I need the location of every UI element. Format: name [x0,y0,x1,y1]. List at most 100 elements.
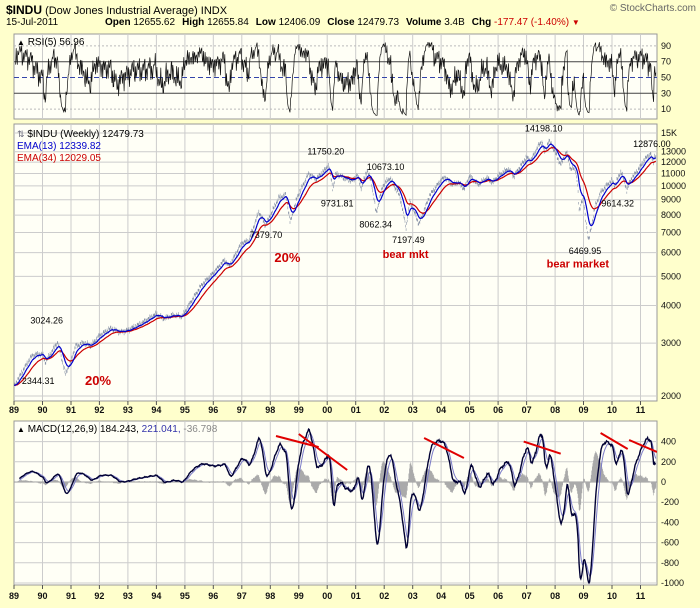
close-value: 12479.73 [357,17,400,28]
rsi-panel-label: ▲ RSI(5) 56.96 [17,37,84,48]
svg-text:94: 94 [151,405,161,415]
svg-text:90: 90 [37,591,47,601]
svg-text:400: 400 [661,437,676,447]
svg-text:02: 02 [379,405,389,415]
svg-text:99: 99 [294,591,304,601]
svg-text:7000: 7000 [661,227,681,237]
svg-text:92: 92 [94,591,104,601]
svg-text:07: 07 [522,591,532,601]
svg-text:02: 02 [379,591,389,601]
quote-line: 15-Jul-2011 Open 12655.62 High 12655.84 Low… [6,17,580,28]
macd-hist-value: -36.798 [183,424,218,435]
svg-text:10000: 10000 [661,181,686,191]
open-value: 12655.62 [133,17,176,28]
svg-text:10: 10 [607,405,617,415]
svg-text:10: 10 [661,104,671,114]
svg-text:9614.32: 9614.32 [601,198,634,208]
svg-text:95: 95 [180,405,190,415]
svg-text:93: 93 [123,405,133,415]
svg-text:89: 89 [9,591,19,601]
quote-date: 15-Jul-2011 [6,17,59,28]
svg-text:91: 91 [66,405,76,415]
svg-text:99: 99 [294,405,304,415]
svg-text:0: 0 [661,477,666,487]
svg-text:96: 96 [208,405,218,415]
macd-panel-arrow-icon: ▲ [17,425,25,434]
low-label: Low [255,17,276,28]
close-label: Close [327,17,355,28]
chg-label: Chg [471,17,492,28]
svg-text:4000: 4000 [661,301,681,311]
chart-title-bar: $INDU (Dow Jones Industrial Average) IND… [6,3,696,17]
svg-text:06: 06 [493,405,503,415]
svg-text:08: 08 [550,591,560,601]
panel-reorder-icon: ⇅ [17,129,25,139]
rsi-indicator-name: RSI(5) [27,37,57,48]
svg-text:20%: 20% [85,373,111,388]
svg-text:14198.10: 14198.10 [525,123,563,133]
rsi-value: 56.96 [59,37,85,48]
svg-text:6000: 6000 [661,248,681,258]
svg-text:03: 03 [408,405,418,415]
svg-text:98: 98 [265,405,275,415]
svg-text:8062.34: 8062.34 [359,220,392,230]
svg-text:11: 11 [636,405,646,415]
svg-text:-800: -800 [661,558,679,568]
svg-text:97: 97 [237,591,247,601]
svg-text:3000: 3000 [661,338,681,348]
svg-text:04: 04 [436,591,446,601]
svg-text:12000: 12000 [661,157,686,167]
svg-text:-200: -200 [661,497,679,507]
svg-text:92: 92 [94,405,104,415]
chg-value: -177.47 (-1.40%) [494,17,570,28]
svg-text:95: 95 [180,591,190,601]
price-panel-label: ⇅ $INDU (Weekly) 12479.73 [17,129,144,140]
svg-text:bear market: bear market [547,259,610,271]
macd-signal-value: 221.041, [141,424,181,435]
svg-text:90: 90 [37,405,47,415]
svg-text:00: 00 [322,591,332,601]
svg-text:03: 03 [408,591,418,601]
svg-text:9000: 9000 [661,195,681,205]
svg-text:94: 94 [151,591,161,601]
volume-label: Volume [406,17,442,28]
svg-text:-1000: -1000 [661,578,684,588]
macd-panel-label: ▲ MACD(12,26,9) 184.243, 221.041, -36.79… [17,424,217,435]
svg-text:7197.49: 7197.49 [392,235,425,245]
volume-value: 3.4B [444,17,465,28]
svg-text:200: 200 [661,457,676,467]
rsi-panel-arrow-icon: ▲ [17,38,25,47]
svg-text:01: 01 [351,591,361,601]
macd-indicator-name: MACD(12,26,9) [27,424,98,435]
ema13-name: EMA(13) [17,141,57,152]
svg-text:13000: 13000 [661,147,686,157]
high-label: High [182,17,205,28]
svg-text:97: 97 [237,405,247,415]
svg-text:01: 01 [351,405,361,415]
svg-text:04: 04 [436,405,446,415]
stockcharts-credit: © StockCharts.com [609,3,696,14]
price-series-name: $INDU (Weekly) [27,129,100,140]
high-value: 12655.84 [207,17,249,28]
svg-text:2000: 2000 [661,391,681,401]
symbol-name: (Dow Jones Industrial Average) [45,5,198,17]
exchange: INDX [200,5,228,17]
svg-text:08: 08 [550,405,560,415]
svg-text:-600: -600 [661,538,679,548]
svg-text:00: 00 [322,405,332,415]
svg-text:96: 96 [208,591,218,601]
svg-text:09: 09 [578,405,588,415]
svg-text:2344.31: 2344.31 [22,376,55,386]
svg-text:3024.26: 3024.26 [30,316,63,326]
svg-text:11000: 11000 [661,168,685,178]
svg-text:98: 98 [265,591,275,601]
svg-text:05: 05 [465,405,475,415]
svg-text:09: 09 [578,591,588,601]
macd-line-value: 184.243, [99,424,139,435]
svg-text:70: 70 [661,57,671,67]
svg-text:11750.20: 11750.20 [307,147,344,157]
svg-text:05: 05 [465,591,475,601]
svg-text:6469.95: 6469.95 [569,246,602,256]
svg-text:06: 06 [493,591,503,601]
